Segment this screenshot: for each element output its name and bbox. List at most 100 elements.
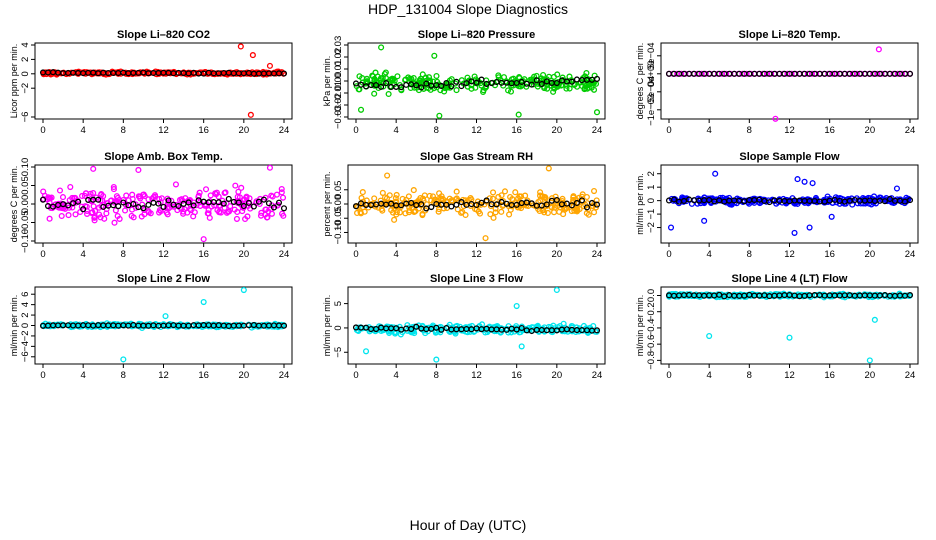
data-point [357,210,365,217]
data-point [419,211,426,219]
y-tick-label: −5e−04 [646,76,657,108]
mean-point [275,199,283,206]
data-point [426,192,433,199]
x-tick-label: 12 [471,125,482,136]
data-point [788,70,795,77]
x-tick-label: 16 [511,125,522,136]
mean-point [483,197,490,204]
data-point [894,70,901,77]
x-tick-label: 8 [121,370,126,381]
data-point [211,71,218,78]
outlier-point [266,62,273,69]
data-point [406,207,413,214]
mean-point [408,199,415,206]
outlier-point [794,176,801,183]
data-point [268,192,275,199]
data-point [216,209,223,216]
data-point [151,192,159,199]
data-point [56,187,64,194]
y-tick-label: −6 [20,112,31,123]
data-point [545,73,553,80]
mean-point [75,198,82,205]
data-point [489,189,497,196]
data-point [412,207,419,214]
y-tick-label: 0.00 [333,72,344,91]
data-point [371,195,378,202]
data-point [193,202,200,209]
data-point [405,193,412,200]
data-point [213,189,220,196]
mean-point [528,200,535,207]
data-point [701,194,708,201]
data-point [91,214,98,221]
outlier-point [553,286,560,294]
mean-point [413,323,420,330]
data-point [371,90,378,97]
x-tick-label: 24 [279,370,290,381]
outlier-point [237,43,244,50]
figure-title: HDP_131004 Slope Diagnostics [367,1,568,17]
data-point [453,188,460,195]
x-tick-label: 0 [666,125,671,136]
y-tick-label: −0.6 [646,335,657,354]
panel-title: Slope Amb. Box Temp. [104,151,223,163]
mean-point [533,77,540,84]
data-point [904,292,911,299]
mean-point [235,199,242,206]
x-tick-label: 20 [865,249,876,260]
outlier-point [431,52,438,59]
mean-point [255,198,262,205]
y-axis-label: degrees C per min. [9,166,19,243]
mean-point [563,200,570,207]
data-point [158,195,165,202]
x-tick-label: 8 [747,370,752,381]
mean-point [518,78,525,85]
mean-point [408,325,415,333]
y-tick-label: −0.10 [20,229,31,253]
mean-point [120,199,127,206]
data-point [363,79,370,86]
outlier-point [362,348,370,355]
data-point [371,75,378,82]
outlier-point [200,236,207,243]
data-point [58,212,65,220]
outlier-point [135,166,142,174]
mean-point [670,196,678,203]
data-point [204,70,211,77]
x-axis-label: Hour of Day (UTC) [409,517,527,533]
x-tick-label: 4 [394,249,399,260]
y-tick-label: −1 [646,209,657,220]
x-tick-label: 12 [784,249,795,260]
panel-title: Slope Line 2 Flow [117,273,210,285]
data-point [65,212,72,219]
mean-point [906,70,914,77]
data-point [507,88,515,95]
mean-point [225,195,232,202]
outlier-point [772,115,779,122]
data-point [723,70,730,77]
data-point [129,191,136,198]
data-point [540,71,547,79]
x-tick-label: 20 [865,125,876,136]
data-point [112,207,119,214]
data-point [354,209,361,217]
outlier-point [791,229,798,236]
y-tick-label: −2 [20,83,31,94]
data-point [836,200,843,207]
data-point [386,192,393,199]
data-point [90,203,97,210]
data-point [763,70,771,77]
data-point [849,70,856,77]
outlier-point [357,106,365,113]
outlier-point [893,185,900,192]
mean-point [130,200,137,208]
outlier-point [667,224,675,231]
data-point [393,191,400,199]
data-point [180,208,187,215]
data-point [389,76,396,83]
y-tick-label: 0 [646,198,657,203]
mean-point [573,76,580,83]
x-tick-label: 20 [239,125,250,136]
mean-point [423,80,430,87]
x-tick-label: 0 [353,125,358,136]
